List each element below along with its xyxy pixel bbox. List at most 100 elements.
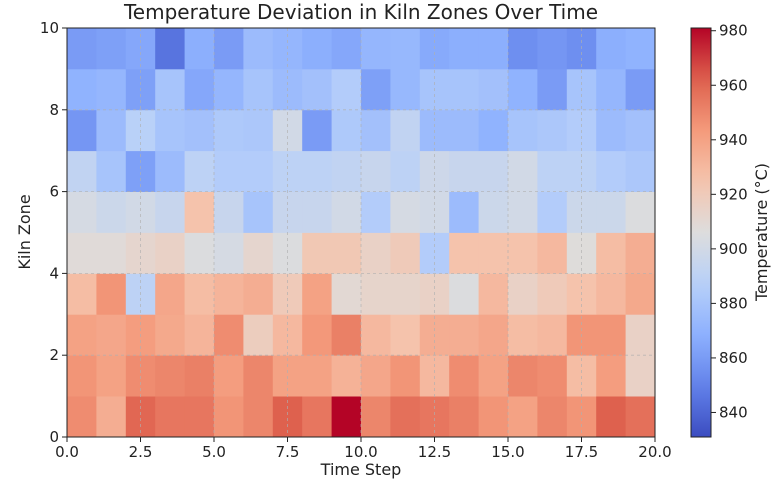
heatmap-cell [390,109,421,152]
heatmap-cell [449,68,479,111]
heatmap-cell [449,232,479,274]
heatmap-cell [478,355,509,397]
x-axis-ticks: 0.0 2.5 5.0 7.5 10.0 12.5 15.0 17.5 20.0 [55,437,672,461]
heatmap-cell [537,28,568,70]
heatmap-cell [449,273,479,315]
heatmap-cell [155,314,185,356]
heatmap-cell [214,28,244,70]
heatmap-cell [596,232,626,274]
heatmap-cell [331,150,362,192]
heatmap-cell [508,232,538,274]
colorbar-tick-label: 960 [719,76,748,94]
y-tick-label: 2 [49,346,59,364]
x-tick-label: 10.0 [344,443,377,461]
heatmap-cell [155,68,185,111]
heatmap-cell [478,150,509,192]
heatmap-cell [478,191,509,233]
heatmap-cell [155,28,185,70]
heatmap-cell [449,109,479,152]
heatmap-cell [184,28,215,70]
x-tick-label: 15.0 [491,443,524,461]
heatmap-cell [214,68,244,111]
heatmap-cell [331,232,362,274]
heatmap-cell [508,28,538,70]
heatmap-cell [537,150,568,192]
x-axis-label: Time Step [320,460,402,479]
heatmap-cell [390,150,421,192]
heatmap-cell [625,232,656,274]
colorbar-tick-label: 860 [719,349,748,367]
colorbar-tick-label: 980 [719,22,748,40]
heatmap-cell [625,150,656,192]
heatmap-cell [302,232,332,274]
heatmap-cell [67,191,97,233]
heatmap-cell [625,109,656,152]
heatmap-cell [508,191,538,233]
heatmap-cell [331,68,362,111]
heatmap-cell [537,232,568,274]
heatmap-cell [243,396,274,438]
heatmap-cell [361,396,391,438]
heatmap-cell [184,68,215,111]
heatmap-cell [361,68,391,111]
heatmap-cell [625,28,656,70]
heatmap-cell [478,68,509,111]
heatmap-cell [302,28,332,70]
heatmap-cell [449,314,479,356]
heatmap-cell [96,355,127,397]
heatmap-cell [155,150,185,192]
heatmap-cell [361,355,391,397]
heatmap-cell [155,273,185,315]
heatmap-cell [184,355,215,397]
heatmap-cell [155,232,185,274]
heatmap-cell [67,150,97,192]
heatmap-cell [390,232,421,274]
x-tick-label: 17.5 [565,443,598,461]
heatmap-cell [184,273,215,315]
heatmap-cell [96,191,127,233]
x-tick-label: 0.0 [55,443,79,461]
heatmap-cell [361,28,391,70]
heatmap-cell [390,28,421,70]
x-tick-label: 7.5 [276,443,300,461]
heatmap-cell [214,232,244,274]
heatmap-cell [67,355,97,397]
heatmap-cell [537,396,568,438]
y-tick-label: 8 [49,101,59,119]
heatmap-cell [390,273,421,315]
heatmap-cell [67,314,97,356]
heatmap-cell [302,109,332,152]
heatmap-cell [508,68,538,111]
heatmap-cell [508,314,538,356]
colorbar [690,27,712,438]
heatmap-cell [184,150,215,192]
heatmap-cell [596,355,626,397]
heatmap-cell [243,68,274,111]
chart-title: Temperature Deviation in Kiln Zones Over… [123,0,598,24]
heatmap-cell [184,109,215,152]
heatmap-cell [596,314,626,356]
heatmap-cell [67,28,97,70]
heatmap-cell [625,191,656,233]
heatmap-cell [596,150,626,192]
x-tick-label: 2.5 [129,443,153,461]
heatmap-cell [214,273,244,315]
colorbar-tick-label: 880 [719,294,748,312]
heatmap-cell [96,109,127,152]
heatmap-cell [537,191,568,233]
heatmap-cell [302,396,332,438]
heatmap-cell [302,314,332,356]
heatmap-cell [243,273,274,315]
heatmap-cell [96,273,127,315]
heatmap-cell [508,396,538,438]
heatmap-cell [302,191,332,233]
heatmap-cell [390,314,421,356]
heatmap-cell [96,232,127,274]
heatmap-cell [96,150,127,192]
colorbar-tick-label: 920 [719,185,748,203]
heatmap-cell [361,109,391,152]
colorbar-tick-label: 840 [719,403,748,421]
heatmap-cell [67,273,97,315]
heatmap-cell [537,68,568,111]
